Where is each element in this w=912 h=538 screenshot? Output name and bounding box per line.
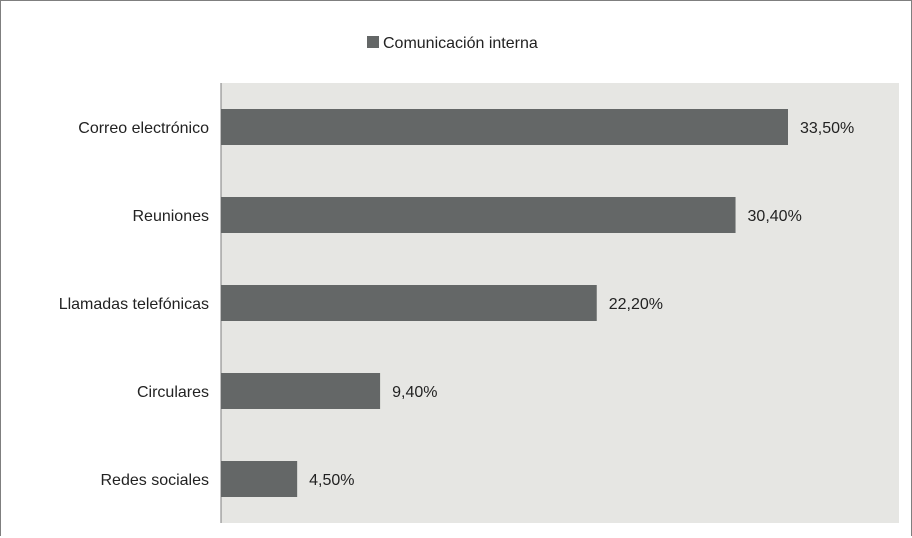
bar (221, 109, 788, 145)
category-label: Llamadas telefónicas (59, 296, 209, 313)
category-label: Redes sociales (101, 472, 210, 489)
value-label: 4,50% (309, 472, 354, 489)
category-label: Circulares (137, 384, 209, 401)
bars-group: Correo electrónico 33,50% Reuniones 30,40% L… (59, 109, 854, 497)
legend-swatch (367, 36, 379, 48)
category-label: Correo electrónico (78, 120, 209, 137)
value-label: 30,40% (748, 208, 802, 225)
bar (221, 197, 736, 233)
value-label: 33,50% (800, 120, 854, 137)
value-label: 9,40% (392, 384, 437, 401)
bar (221, 285, 597, 321)
bar (221, 373, 381, 409)
bar (221, 461, 298, 497)
value-label: 22,20% (609, 296, 663, 313)
legend-label: Comunicación interna (383, 35, 538, 52)
legend: Comunicación interna (367, 35, 538, 52)
category-label: Reuniones (133, 208, 210, 225)
